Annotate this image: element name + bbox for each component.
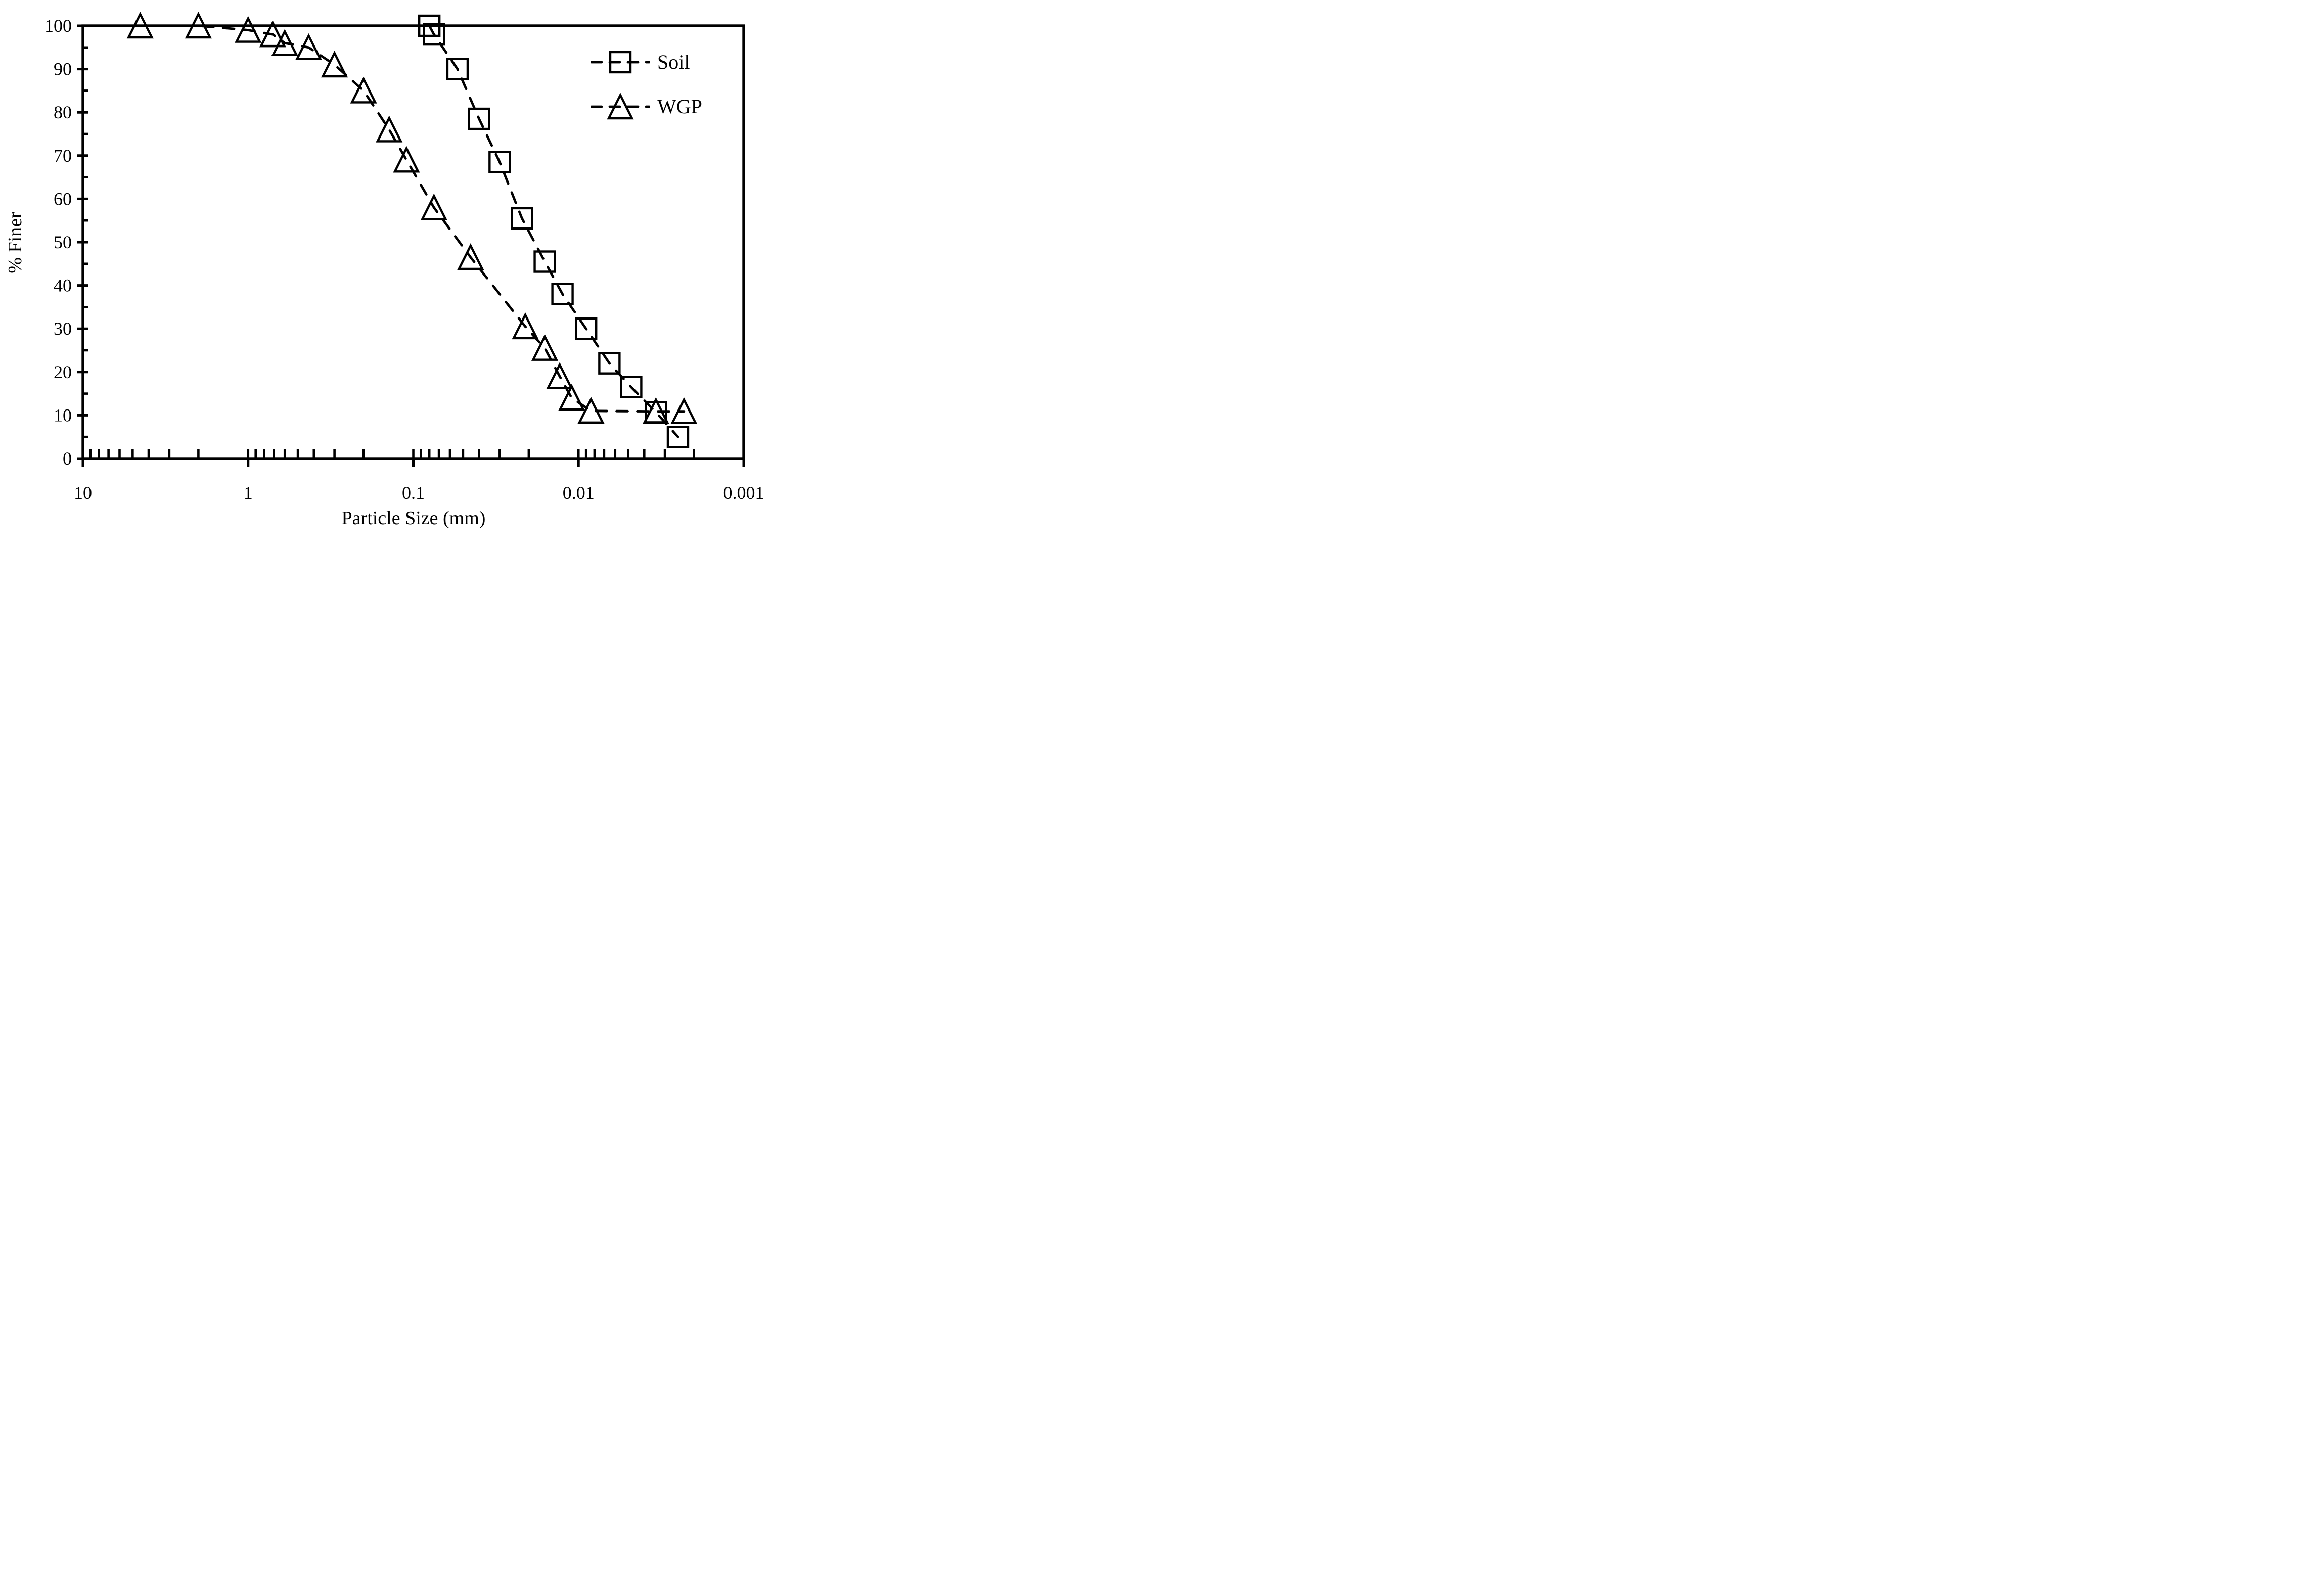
svg-text:0.1: 0.1 [402,483,425,503]
svg-text:10: 10 [74,483,92,503]
y-axis-title: % Finer [5,212,26,273]
svg-text:80: 80 [54,102,72,122]
svg-text:50: 50 [54,232,72,252]
svg-text:90: 90 [54,59,72,79]
x-axis-title: Particle Size (mm) [341,508,486,529]
svg-text:0: 0 [63,448,72,469]
svg-text:0.001: 0.001 [723,483,764,503]
svg-text:0.01: 0.01 [563,483,595,503]
legend-item-wgp: WGP [591,91,702,122]
wgp-legend-marker-icon [591,93,650,120]
legend-label-wgp: WGP [657,95,702,118]
svg-text:70: 70 [54,146,72,166]
legend: Soil WGP [591,47,702,122]
svg-text:20: 20 [54,362,72,382]
legend-label-soil: Soil [657,51,690,73]
soil-legend-marker-icon [591,51,650,74]
svg-text:30: 30 [54,318,72,339]
svg-text:40: 40 [54,276,72,296]
svg-text:1: 1 [244,483,253,503]
svg-text:100: 100 [44,16,72,36]
svg-text:60: 60 [54,189,72,209]
svg-text:10: 10 [54,405,72,425]
legend-item-soil: Soil [591,47,702,78]
particle-size-distribution-chart: 0 10 20 30 40 50 60 70 80 90 100 10 1 0.1 0.01 0.001 % … [0,0,771,532]
